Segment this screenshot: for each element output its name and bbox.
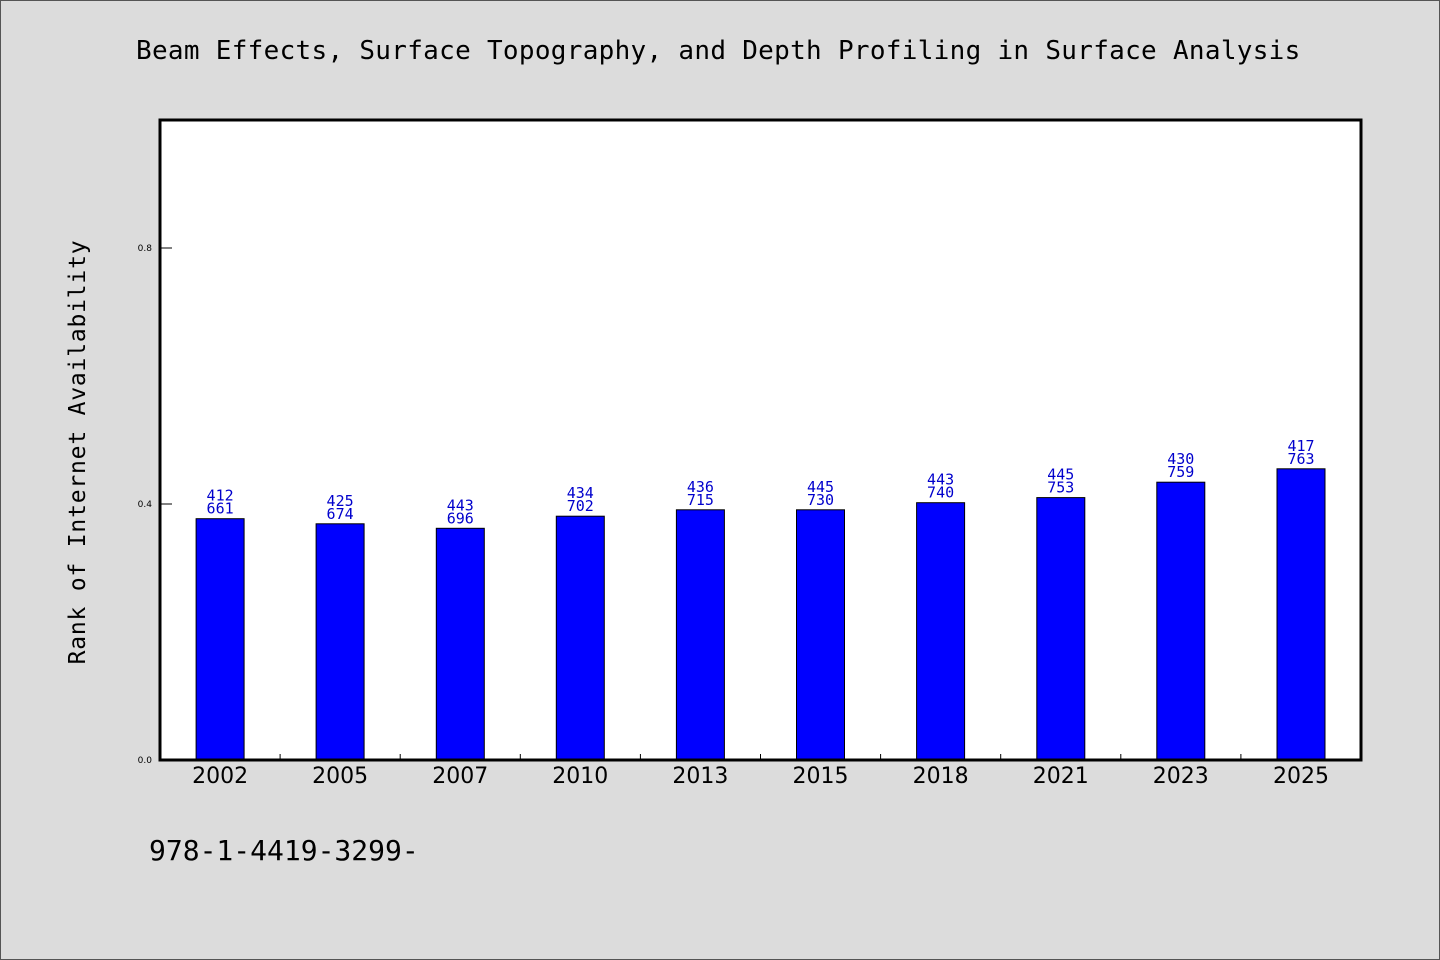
plot-border: [158, 118, 1363, 762]
bar-2018: [916, 502, 966, 761]
x-tick-label: 2023: [1153, 764, 1209, 789]
x-tick-label: 2013: [672, 764, 728, 789]
data-label-bottom: 702: [567, 497, 594, 515]
data-label-top: 443: [447, 496, 474, 514]
data-label-bottom: 730: [807, 491, 834, 509]
bar-2015: [796, 509, 845, 761]
bar-2010: [555, 515, 605, 761]
data-label-top: 430: [1167, 450, 1194, 468]
data-label-top: 434: [567, 484, 594, 502]
data-label-bottom: 715: [687, 491, 714, 509]
data-label-top: 436: [687, 478, 714, 496]
data-label-bottom: 674: [327, 505, 354, 523]
y-tick-label: 0.4: [138, 500, 153, 510]
bar-2021: [1036, 497, 1086, 761]
data-label-bottom: 696: [447, 509, 474, 527]
x-tick-label: 2002: [192, 764, 248, 789]
data-label-bottom: 753: [1047, 479, 1074, 497]
x-tick-label: 2005: [312, 764, 368, 789]
data-label-bottom: 759: [1167, 463, 1194, 481]
data-label-top: 425: [327, 492, 354, 510]
data-label-top: 445: [807, 478, 834, 496]
bar-2025: [1276, 468, 1326, 761]
bar-2007: [435, 527, 485, 761]
bar-2005: [315, 523, 365, 761]
bar-2023: [1156, 481, 1206, 761]
data-label-top: 417: [1287, 437, 1314, 455]
x-tick-label: 2021: [1033, 764, 1089, 789]
data-label-top: 443: [927, 471, 954, 489]
data-label-bottom: 763: [1287, 450, 1314, 468]
bar-2013: [675, 509, 725, 761]
chart-title: Beam Effects, Surface Topography, and De…: [136, 36, 1301, 66]
data-label-top: 412: [207, 487, 234, 505]
data-label-bottom: 661: [207, 500, 234, 518]
bar-2002: [195, 518, 245, 761]
data-label-top: 445: [1047, 466, 1074, 484]
data-label-bottom: 740: [927, 484, 954, 502]
y-tick-label: 0.8: [138, 244, 153, 254]
x-tick-label: 2025: [1273, 764, 1329, 789]
x-tick-label: 2018: [913, 764, 969, 789]
y-tick-label: 0.0: [138, 756, 153, 766]
footer-code: 978-1-4419-3299-: [149, 834, 419, 867]
x-tick-label: 2007: [432, 764, 488, 789]
x-tick-label: 2010: [552, 764, 608, 789]
x-tick-label: 2015: [793, 764, 849, 789]
